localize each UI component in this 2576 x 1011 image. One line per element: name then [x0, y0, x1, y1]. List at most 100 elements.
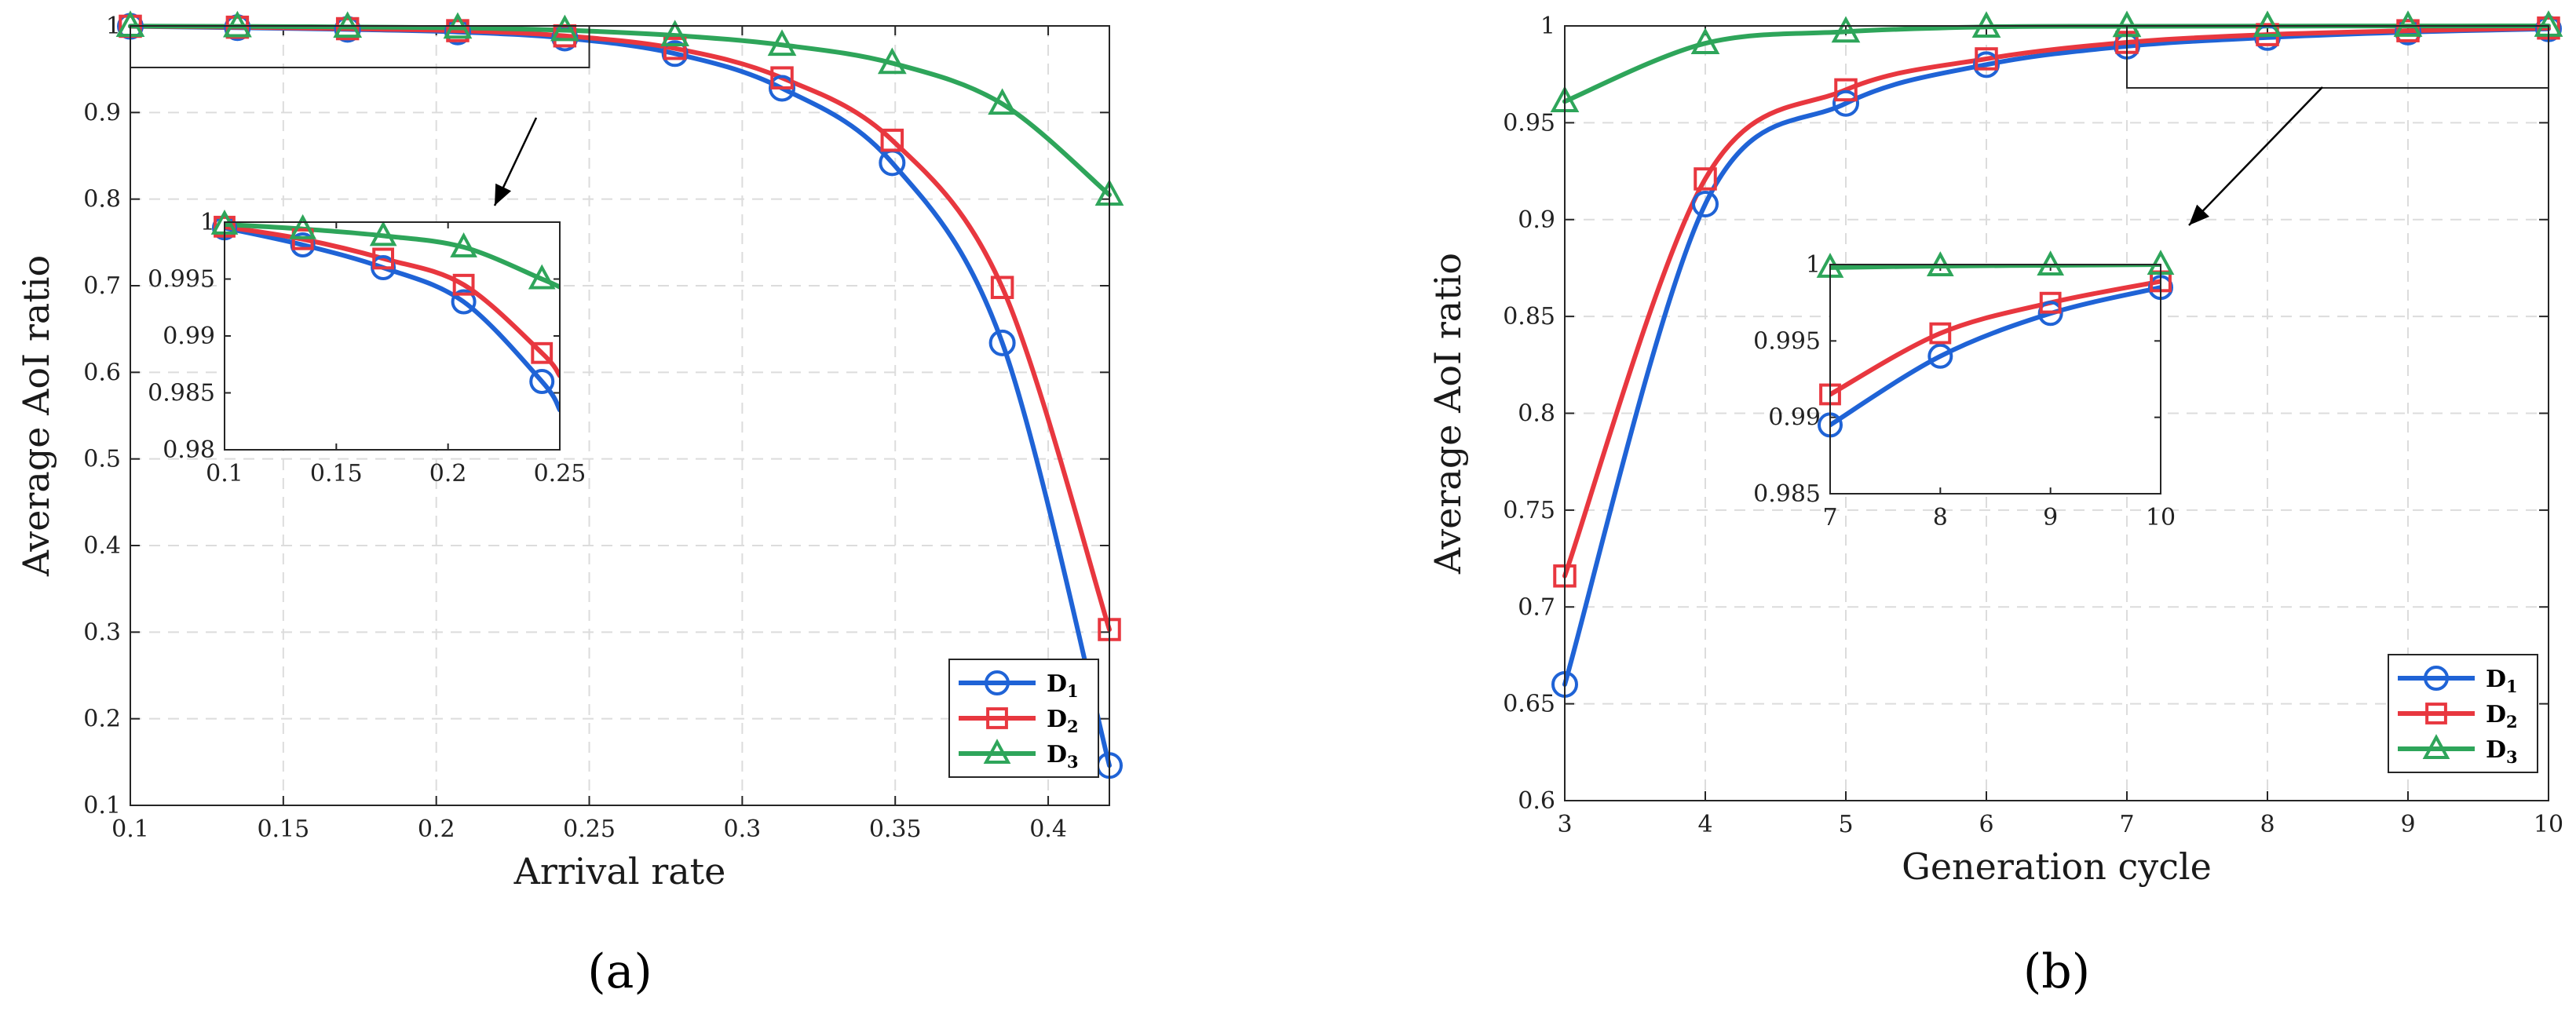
panel-a-x-tick-label: 0.35: [869, 816, 922, 843]
panel-a-panel-label: (a): [587, 944, 652, 999]
panel-b-zoom-region-box: [2126, 25, 2549, 89]
panel-b-y-axis-title: Average AoI ratio: [1427, 253, 1469, 575]
panel-a-series-2-point: [990, 276, 1014, 299]
panel-b-series-3-point: [1690, 27, 1720, 55]
panel-a-legend-marker-2: [986, 707, 1008, 729]
panel-b-series-3-point: [1831, 16, 1861, 43]
panel-b-series-1-point: [1973, 51, 2000, 78]
panel-b-inset-y-tick-label: 0.99: [1768, 404, 1821, 432]
panel-a-zoom-arrow-head: [495, 183, 512, 206]
panel-b-legend-marker-2: [2425, 703, 2447, 724]
panel-b-x-tick-label: 3: [1557, 811, 1572, 838]
panel-a-inset-x-tick-label: 0.15: [310, 460, 363, 487]
panel-a-zoom-region-box: [130, 25, 590, 68]
panel-b-inset-y-tick-label: 0.995: [1753, 327, 1821, 355]
panel-b-inset-series-2-point: [2039, 291, 2062, 314]
panel-a-inset-series-2-point: [291, 228, 314, 250]
panel-a-series-1-point: [769, 75, 796, 102]
panel-b-inset-frame: [1829, 264, 2161, 495]
panel-a-series-3-point: [550, 14, 579, 42]
panel-a-inset-frame: [224, 221, 561, 451]
panel-a-y-axis-title: Average AoI ratio: [15, 255, 57, 577]
panel-a-y-tick-label: 0.9: [83, 99, 121, 126]
panel-a-inset-series-3-point: [369, 221, 397, 246]
panel-b-x-tick-label: 6: [1979, 811, 1993, 838]
panel-b-inset-y-tick-label: 0.985: [1753, 480, 1821, 508]
panel-b-y-tick-label: 0.8: [1518, 400, 1555, 428]
panel-a-x-tick-label: 0.2: [418, 816, 455, 843]
panel-b-inset-series-line-1: [1830, 285, 2161, 428]
panel-b-zoom-arrow-line: [2188, 86, 2323, 226]
panel-b-legend-marker-3: [2422, 734, 2450, 760]
panel-a-inset-chart: 0.1 0.15 0.2 0.25 0.98 0.985 0.99 0.995 1: [148, 209, 586, 487]
panel-b-inset-series-1-point: [2037, 301, 2063, 327]
panel-a-inset-series-3-point: [450, 232, 477, 257]
panel-a-series-1-point: [988, 329, 1016, 356]
panel-a-inset-x-tick-label: 0.25: [534, 460, 586, 487]
panel-a-inset-series-2-point: [372, 247, 395, 270]
panel-a-series-2-point: [770, 66, 794, 89]
panel-a-y-tick-label: 0.3: [83, 619, 121, 646]
panel-b-y-tick-label: 0.6: [1518, 787, 1555, 815]
panel-b-x-tick-label: 7: [2119, 811, 2134, 838]
panel-a-inset-series-1-point: [290, 232, 316, 257]
panel-b-x-tick-label: 9: [2400, 811, 2415, 838]
panel-a-x-tick-label: 0.1: [111, 816, 149, 843]
panel-b-series-1-point: [1832, 89, 1859, 117]
panel-b-inset-chart: 7 8 9 10 0.985 0.99 0.995 1: [1753, 250, 2176, 531]
panel-a-legend-marker-1: [985, 670, 1010, 695]
panel-b-series-2-point: [1694, 167, 1717, 191]
panel-b-series-2-point: [1975, 47, 1998, 71]
panel-b-y-tick-label: 0.95: [1503, 109, 1555, 137]
panel-a-y-tick-label: 0.8: [83, 186, 121, 214]
panel-b-series-3-point: [2393, 10, 2423, 37]
panel-a-series-3-point: [988, 88, 1017, 115]
panel-a-chart: 0.1 0.15 0.2 0.25 0.3 0.35 0.4 0.1 0.2 0.3 0.4 0.5 0…: [15, 10, 1124, 999]
panel-a-series-2-point: [335, 16, 360, 41]
panel-b-x-axis-title: Generation cycle: [1902, 845, 2212, 888]
panel-b-inset-x-tick-label: 7: [1822, 504, 1837, 531]
panel-b-y-tick-label: 0.75: [1503, 497, 1555, 524]
panel-b-y-tick-label: 0.9: [1518, 206, 1555, 234]
panel-b-panel-label: (b): [2023, 944, 2090, 999]
panel-a-inset-series-2-point: [531, 341, 554, 364]
panel-a-series-3-point: [660, 20, 690, 46]
panel-a-inset-series-2-point: [452, 273, 475, 296]
panel-b-inset-x-tick-label: 9: [2043, 504, 2058, 531]
panel-a-y-tick-label: 0.4: [83, 532, 121, 560]
panel-b-inset-plot-background: [1830, 265, 2161, 494]
panel-a-series-2-point: [663, 36, 687, 60]
panel-b-axes-frame: [1564, 25, 2549, 801]
panel-a-series-3-point: [767, 29, 797, 57]
panel-a-inset-y-tick-label: 0.995: [148, 266, 215, 294]
panel-a-y-tick-label: 0.1: [83, 792, 121, 819]
panel-a-inset-x-tick-label: 0.1: [206, 460, 243, 487]
panel-a-x-tick-label: 0.15: [257, 816, 309, 843]
panel-b-x-tick-label: 4: [1697, 811, 1712, 838]
panel-a-inset-y-tick-label: 0.99: [163, 323, 215, 350]
panel-b-x-tick-label: 5: [1838, 811, 1853, 838]
panel-b-inset-series-line-2: [1830, 279, 2161, 397]
panel-b-zoom-arrow-head: [2189, 204, 2209, 225]
panel-a-legend-marker-3: [983, 739, 1011, 765]
panel-a-series-3-point: [223, 10, 252, 38]
panel-a-x-tick-label: 0.25: [563, 816, 616, 843]
panel-b-y-tick-label: 1: [1540, 13, 1555, 40]
panel-b-y-tick-label: 0.85: [1503, 303, 1555, 330]
panel-a-inset-series-1-point: [371, 255, 396, 280]
panel-a-y-tick-label: 0.6: [83, 359, 121, 386]
panel-b-legend-marker-1: [2424, 666, 2449, 691]
panel-a-y-tick-label: 1: [106, 13, 121, 40]
panel-a-x-axis-title: Arrival rate: [513, 850, 726, 892]
panel-a-series-2-point: [880, 128, 904, 152]
panel-b-series-2-point: [1834, 78, 1858, 102]
panel-a-y-tick-label: 0.2: [83, 706, 121, 733]
panel-b-series-3-point: [2253, 10, 2282, 38]
panel-a-series-1-point: [661, 40, 689, 68]
panel-a-x-tick-label: 0.4: [1029, 816, 1067, 843]
panel-b-y-tick-label: 0.7: [1518, 593, 1555, 621]
panel-a-legend-label-1: D1: [1047, 670, 1079, 701]
panel-a-legend-subscript-1: 1: [1067, 681, 1079, 701]
